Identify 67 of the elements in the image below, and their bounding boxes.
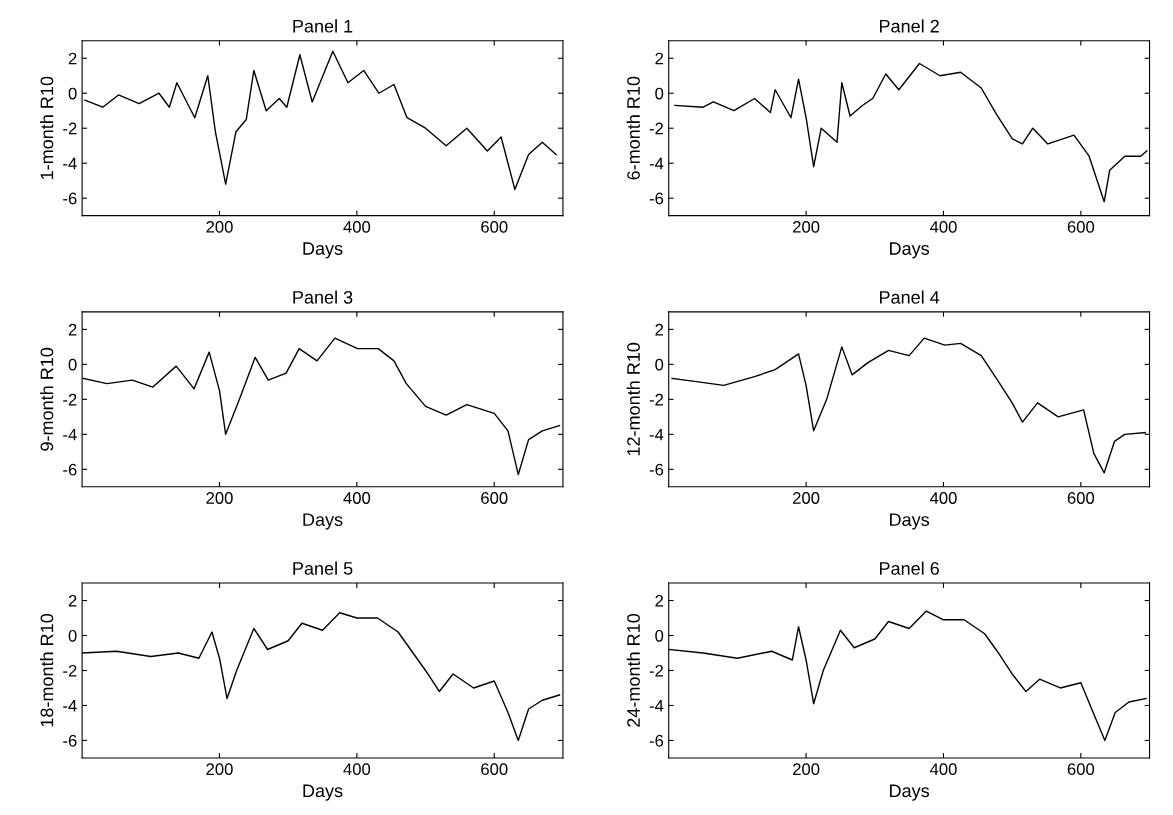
chart-title: Panel 1 xyxy=(293,19,353,33)
y-tick-label: -2 xyxy=(63,122,77,135)
y-tick-label: 0 xyxy=(68,629,77,642)
x-tick-label: 400 xyxy=(929,492,957,504)
chart-title: Panel 2 xyxy=(879,19,939,33)
y-tick-label: 2 xyxy=(68,52,77,65)
chart-title: Panel 5 xyxy=(293,561,353,575)
x-tick-label: 600 xyxy=(481,492,508,504)
x-axis-title: Days xyxy=(303,784,343,801)
y-axis-title: 9-month R10 xyxy=(40,347,54,451)
y-tick-label: -6 xyxy=(649,463,664,476)
y-axis-title: 24-month R10 xyxy=(626,613,640,727)
y-tick-label: -2 xyxy=(63,664,77,677)
x-tick-label: 200 xyxy=(206,492,233,504)
y-tick-label: 0 xyxy=(68,358,77,371)
y-tick-label: -4 xyxy=(63,428,77,441)
y-tick-label: 0 xyxy=(655,629,664,642)
y-tick-label: -2 xyxy=(649,122,664,135)
y-tick-label: 2 xyxy=(655,323,664,336)
x-tick-label: 200 xyxy=(206,763,233,776)
y-tick-label: 2 xyxy=(655,52,664,65)
y-axis-title: 18-month R10 xyxy=(40,613,54,727)
y-tick-label: -6 xyxy=(63,192,77,205)
chart-title: Panel 6 xyxy=(879,561,939,575)
x-tick-label: 600 xyxy=(1067,492,1095,504)
x-tick-label: 200 xyxy=(793,220,820,233)
chart-title: Panel 3 xyxy=(293,290,353,304)
x-tick-label: 400 xyxy=(929,220,957,233)
x-axis-title: Days xyxy=(890,513,930,530)
y-tick-label: 2 xyxy=(68,594,77,607)
y-tick-label: 2 xyxy=(655,594,664,607)
y-tick-label: -2 xyxy=(649,393,664,406)
y-axis-title: 6-month R10 xyxy=(626,76,640,180)
x-axis-title: Days xyxy=(890,784,930,801)
x-axis-title: Days xyxy=(303,242,343,259)
y-tick-label: 0 xyxy=(655,87,664,100)
y-tick-label: -4 xyxy=(63,157,77,170)
y-tick-label: -6 xyxy=(649,192,664,205)
y-tick-label: -4 xyxy=(649,700,664,712)
y-axis-title: 12-month R10 xyxy=(626,342,640,456)
x-tick-label: 400 xyxy=(343,492,371,504)
y-tick-label: -4 xyxy=(63,700,77,712)
x-tick-label: 200 xyxy=(206,220,233,233)
x-tick-label: 600 xyxy=(481,220,508,233)
x-tick-label: 600 xyxy=(481,763,508,776)
x-tick-label: 400 xyxy=(343,763,371,776)
x-axis-title: Days xyxy=(890,242,930,259)
x-tick-label: 400 xyxy=(343,220,371,233)
x-tick-label: 200 xyxy=(793,492,820,504)
y-tick-label: 0 xyxy=(68,87,77,100)
y-tick-label: 2 xyxy=(68,323,77,336)
x-tick-label: 600 xyxy=(1067,763,1095,776)
x-tick-label: 400 xyxy=(929,763,957,776)
y-tick-label: -6 xyxy=(649,734,664,747)
y-axis-title: 1-month R10 xyxy=(40,76,54,180)
y-tick-label: -6 xyxy=(63,734,77,747)
y-tick-label: -4 xyxy=(649,428,664,441)
y-tick-label: 0 xyxy=(655,358,664,371)
x-axis-title: Days xyxy=(303,513,343,530)
x-tick-label: 200 xyxy=(793,763,820,776)
y-tick-label: -2 xyxy=(63,393,77,406)
y-tick-label: -6 xyxy=(63,463,77,476)
line-series xyxy=(674,62,1148,203)
y-tick-label: -4 xyxy=(649,157,664,170)
y-tick-label: -2 xyxy=(649,664,664,677)
chart-title: Panel 4 xyxy=(879,290,940,304)
x-tick-label: 600 xyxy=(1067,220,1095,233)
